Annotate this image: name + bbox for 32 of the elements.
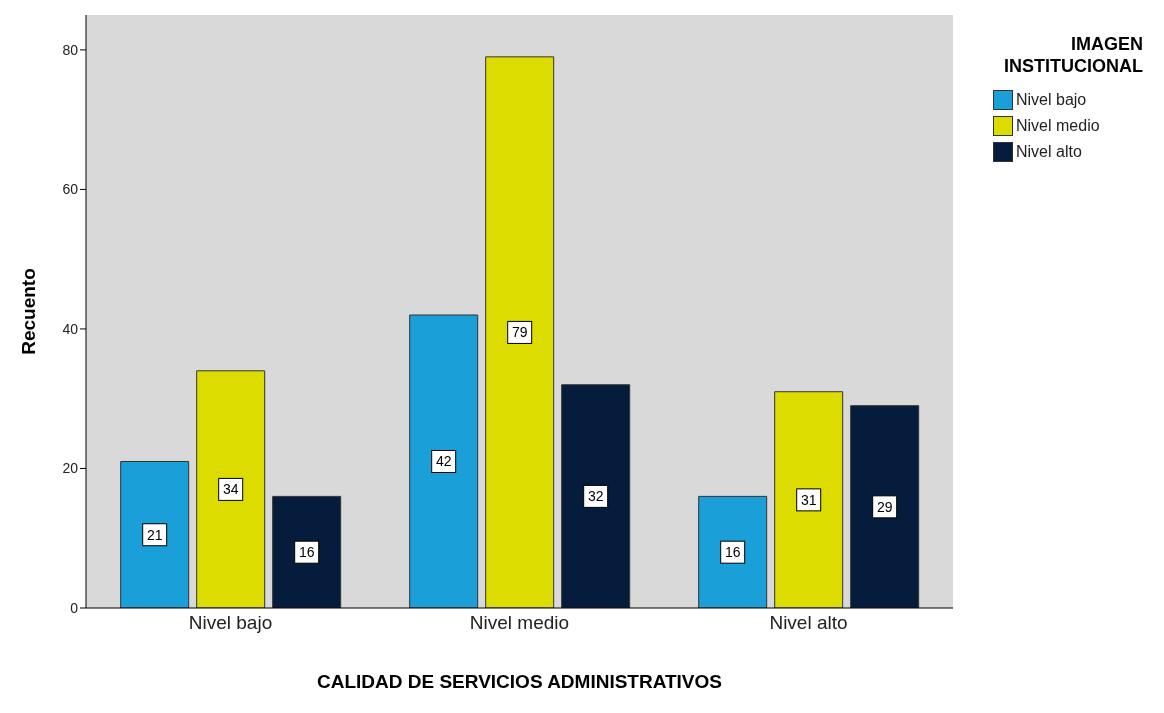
data-label: 34 (222, 481, 239, 498)
legend-label: Nivel alto (1016, 143, 1082, 161)
bar (850, 405, 920, 608)
data-label: 79 (511, 324, 528, 341)
bar (196, 370, 266, 608)
y-tick-label: 40 (62, 320, 79, 337)
x-tick-label: Nivel bajo (188, 612, 273, 634)
data-label: 42 (435, 453, 452, 470)
y-tick-label: 20 (62, 460, 79, 477)
legend-title: IMAGEN INSTITUCIONAL (1003, 33, 1143, 77)
y-tick-label: 0 (70, 599, 79, 616)
y-tick-label: 80 (62, 41, 79, 58)
data-label: 16 (724, 544, 741, 561)
bar (409, 314, 479, 608)
bar (272, 495, 342, 608)
y-tick-label: 60 (62, 181, 79, 198)
y-axis-title: Recuento (17, 268, 39, 355)
legend-label: Nivel medio (1016, 117, 1100, 135)
bar (120, 460, 190, 608)
bar (485, 56, 555, 608)
bar (698, 495, 768, 608)
data-label: 31 (800, 491, 817, 508)
bar (774, 391, 844, 608)
data-label: 32 (587, 488, 604, 505)
legend-label: Nivel bajo (1016, 91, 1087, 109)
data-label: 29 (876, 498, 893, 515)
data-label: 16 (298, 544, 315, 561)
x-tick-label: Nivel medio (469, 612, 570, 634)
x-axis-title: CALIDAD DE SERVICIOS ADMINISTRATIVOS (316, 671, 723, 692)
data-label: 21 (146, 526, 163, 543)
x-tick-label: Nivel alto (769, 612, 848, 634)
bar (561, 384, 631, 608)
